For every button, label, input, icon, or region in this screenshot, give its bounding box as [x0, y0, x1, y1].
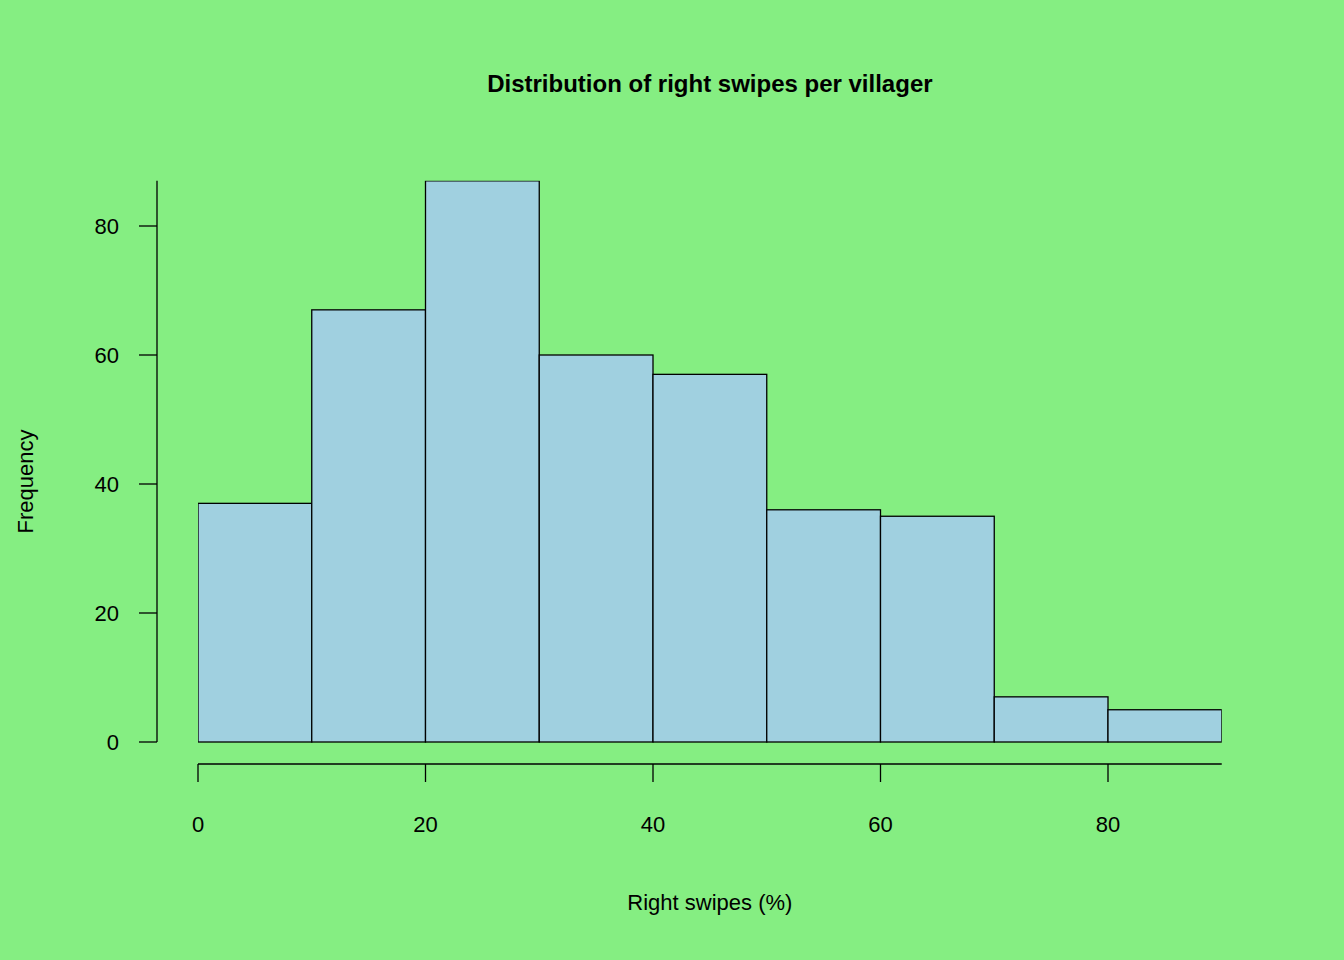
y-tick-label: 40: [95, 472, 119, 497]
histogram-bar: [767, 510, 881, 742]
y-axis-label: Frequency: [13, 429, 38, 533]
x-axis-label: Right swipes (%): [627, 890, 792, 915]
x-axis-line: [198, 763, 1222, 764]
histogram-bar: [312, 310, 426, 742]
x-tick-label: 80: [1096, 812, 1120, 837]
chart: Distribution of right swipes per village…: [0, 0, 1344, 960]
y-axis-line: [156, 181, 157, 742]
x-tick-label: 20: [413, 812, 437, 837]
histogram-bar: [539, 355, 653, 742]
histogram-bar: [653, 374, 767, 742]
title: Distribution of right swipes per village…: [487, 70, 932, 97]
y-tick: [139, 741, 157, 742]
bars: [198, 181, 1222, 742]
histogram-bar: [1108, 710, 1222, 742]
y-tick: [139, 354, 157, 355]
y-tick: [139, 225, 157, 226]
y-tick-label: 60: [95, 343, 119, 368]
y-tick: [139, 483, 157, 484]
y-tick-label: 20: [95, 601, 119, 626]
histogram-bar: [994, 697, 1108, 742]
y-tick: [139, 612, 157, 613]
x-tick-label: 0: [192, 812, 204, 837]
x-tick: [425, 764, 426, 782]
histogram-bar: [198, 503, 312, 742]
x-tick-label: 60: [868, 812, 892, 837]
y-tick-label: 0: [107, 730, 119, 755]
x-tick: [197, 764, 198, 782]
histogram-bar: [881, 516, 995, 742]
x-tick: [880, 764, 881, 782]
x-tick-label: 40: [641, 812, 665, 837]
x-tick: [1107, 764, 1108, 782]
x-tick: [652, 764, 653, 782]
histogram-bar: [426, 181, 540, 742]
y-tick-label: 80: [95, 214, 119, 239]
background: [0, 0, 1344, 960]
